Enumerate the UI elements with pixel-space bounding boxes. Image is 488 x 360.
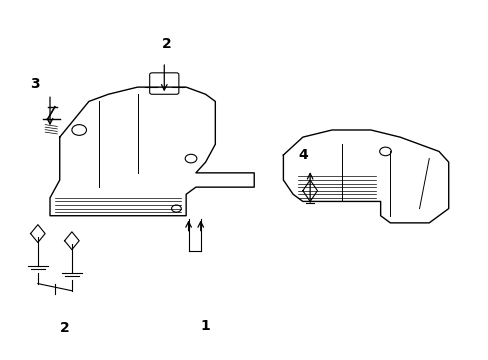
Text: 2: 2	[162, 37, 171, 51]
Text: 4: 4	[297, 148, 307, 162]
Text: 1: 1	[200, 319, 210, 333]
Text: 2: 2	[60, 321, 69, 335]
Text: 3: 3	[31, 77, 40, 91]
